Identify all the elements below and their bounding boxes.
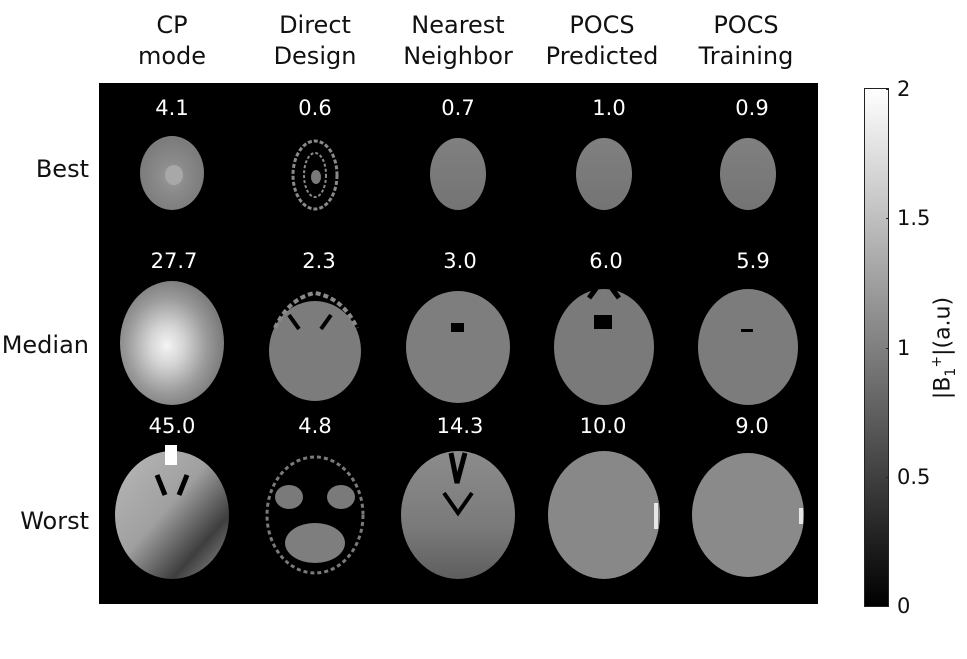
value-median-pocs-training: 5.9 (736, 249, 770, 273)
colorbar-label-main: |B (930, 376, 956, 400)
value-best-pocs-training: 0.9 (735, 96, 769, 120)
column-header-cp-mode: CP mode (137, 11, 207, 70)
colorbar (864, 88, 889, 607)
colorbar-tick-1-5 (886, 218, 889, 219)
value-median-pocs-predicted: 6.0 (589, 249, 623, 273)
column-header-pocs-training: POCS Training (698, 11, 794, 70)
column-header-pocs-predicted: POCS Predicted (545, 11, 659, 70)
slice-best-direct-design (291, 139, 339, 211)
colorbar-tick-label-1-5: 1.5 (897, 206, 931, 230)
slice-best-pocs-predicted (576, 138, 632, 210)
colorbar-label-tail: |(a.u) (930, 296, 956, 356)
value-best-cp-mode: 4.1 (155, 96, 189, 120)
value-best-pocs-predicted: 1.0 (592, 96, 626, 120)
row-header-best: Best (35, 155, 89, 183)
slice-best-nearest-neighbor (430, 138, 486, 210)
value-worst-direct-design: 4.8 (298, 414, 332, 438)
value-worst-pocs-training: 9.0 (735, 414, 769, 438)
slice-median-direct-design (269, 290, 361, 401)
value-best-direct-design: 0.6 (298, 96, 332, 120)
colorbar-label-sup: + (929, 355, 946, 368)
value-worst-cp-mode: 45.0 (148, 414, 196, 438)
b1-map-image-panel: 4.1 0.6 0.7 1.0 0.9 27.7 2.3 3.0 6.0 5.9… (99, 83, 818, 604)
slice-worst-direct-design (265, 455, 365, 575)
colorbar-tick-label-1: 1 (897, 336, 911, 360)
slice-worst-pocs-predicted (548, 451, 660, 579)
colorbar-tick-label-2: 2 (897, 77, 911, 101)
slice-median-cp-mode (120, 281, 224, 405)
row-header-median: Median (1, 331, 89, 359)
value-median-nearest-neighbor: 3.0 (443, 249, 477, 273)
column-header-nearest-neighbor: Nearest Neighbor (403, 11, 513, 70)
slice-worst-nearest-neighbor (401, 451, 515, 579)
slice-best-pocs-training (720, 138, 776, 210)
slice-best-cp-mode (140, 136, 204, 210)
colorbar-tick-label-0-5: 0.5 (897, 465, 931, 489)
column-header-direct-design: Direct Design (273, 11, 357, 70)
value-median-direct-design: 2.3 (302, 249, 336, 273)
colorbar-tick-1 (886, 348, 889, 349)
colorbar-label: |B1+|(a.u) (929, 297, 959, 399)
row-header-worst: Worst (20, 507, 89, 535)
slice-median-pocs-training (698, 289, 798, 405)
colorbar-tick-2 (886, 89, 889, 90)
value-worst-pocs-predicted: 10.0 (579, 414, 627, 438)
colorbar-tick-label-0: 0 (897, 594, 911, 618)
colorbar-label-sub: 1 (942, 367, 959, 377)
slice-worst-pocs-training (692, 453, 804, 577)
slice-median-pocs-predicted (554, 273, 654, 405)
slice-median-nearest-neighbor (406, 291, 510, 403)
b1-map-slices (115, 136, 804, 579)
value-worst-nearest-neighbor: 14.3 (436, 414, 484, 438)
colorbar-tick-0-5 (886, 477, 889, 478)
slice-worst-cp-mode (115, 445, 229, 579)
value-best-nearest-neighbor: 0.7 (441, 96, 475, 120)
value-median-cp-mode: 27.7 (150, 249, 198, 273)
